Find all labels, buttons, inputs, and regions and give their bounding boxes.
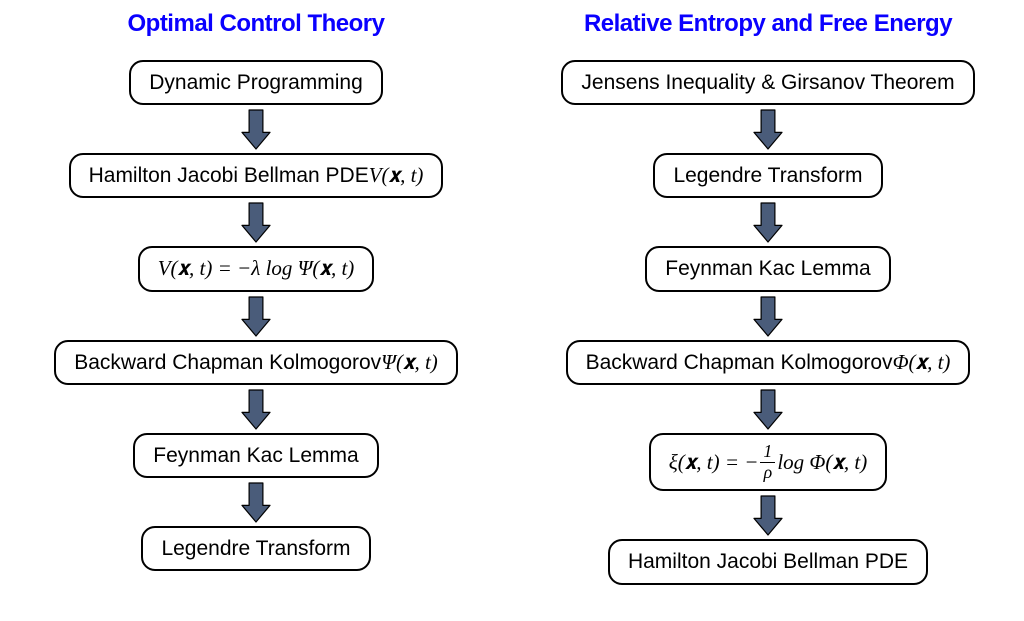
node-label: Legendre Transform — [161, 536, 350, 561]
node-label-math: Φ(𝐱, t) — [893, 350, 951, 375]
left-column: Optimal Control Theory Dynamic Programmi… — [30, 10, 482, 621]
formula-lhs: ξ(𝐱, t) = − — [669, 450, 759, 475]
node-label: Dynamic Programming — [149, 70, 363, 95]
right-node-4: ξ(𝐱, t) = − 1 ρ log Φ(𝐱, t) — [649, 433, 888, 492]
node-label: Legendre Transform — [673, 163, 862, 188]
left-node-2: V(𝐱, t) = −λ log Ψ(𝐱, t) — [138, 246, 375, 291]
right-node-3: Backward Chapman Kolmogorov Φ(𝐱, t) — [566, 340, 971, 385]
right-node-5: Hamilton Jacobi Bellman PDE — [608, 539, 928, 584]
node-label: Feynman Kac Lemma — [665, 256, 870, 281]
arrow — [241, 198, 271, 246]
node-label-math: Ψ(𝐱, t) — [381, 350, 438, 375]
left-node-3: Backward Chapman Kolmogorov Ψ(𝐱, t) — [54, 340, 458, 385]
arrow — [241, 105, 271, 153]
right-title: Relative Entropy and Free Energy — [584, 10, 952, 38]
arrow — [241, 292, 271, 340]
node-label-math: V(𝐱, t) — [369, 163, 424, 188]
arrow — [753, 292, 783, 340]
arrow — [241, 385, 271, 433]
diagram-root: Optimal Control Theory Dynamic Programmi… — [0, 0, 1024, 621]
frac-den: ρ — [760, 463, 775, 482]
left-node-5: Legendre Transform — [141, 526, 370, 571]
right-node-1: Legendre Transform — [653, 153, 882, 198]
arrow — [753, 491, 783, 539]
left-node-4: Feynman Kac Lemma — [133, 433, 378, 478]
right-column: Relative Entropy and Free Energy Jensens… — [542, 10, 994, 621]
arrow — [753, 105, 783, 153]
arrow — [753, 198, 783, 246]
node-label: Hamilton Jacobi Bellman PDE — [628, 549, 908, 574]
formula-text: V(𝐱, t) = −λ log Ψ(𝐱, t) — [158, 256, 355, 281]
left-title: Optimal Control Theory — [127, 10, 384, 38]
node-label-plain: Backward Chapman Kolmogorov — [74, 350, 381, 375]
node-label: Jensens Inequality & Girsanov Theorem — [581, 70, 954, 95]
formula-frac: 1 ρ — [760, 443, 775, 482]
right-node-0: Jensens Inequality & Girsanov Theorem — [561, 60, 974, 105]
frac-num: 1 — [760, 443, 775, 463]
node-label: Feynman Kac Lemma — [153, 443, 358, 468]
right-node-2: Feynman Kac Lemma — [645, 246, 890, 291]
arrow — [753, 385, 783, 433]
formula-rhs: log Φ(𝐱, t) — [777, 450, 867, 475]
left-node-0: Dynamic Programming — [129, 60, 383, 105]
arrow — [241, 478, 271, 526]
left-node-1: Hamilton Jacobi Bellman PDE V(𝐱, t) — [69, 153, 444, 198]
node-label-plain: Backward Chapman Kolmogorov — [586, 350, 893, 375]
node-label-plain: Hamilton Jacobi Bellman PDE — [89, 163, 369, 188]
